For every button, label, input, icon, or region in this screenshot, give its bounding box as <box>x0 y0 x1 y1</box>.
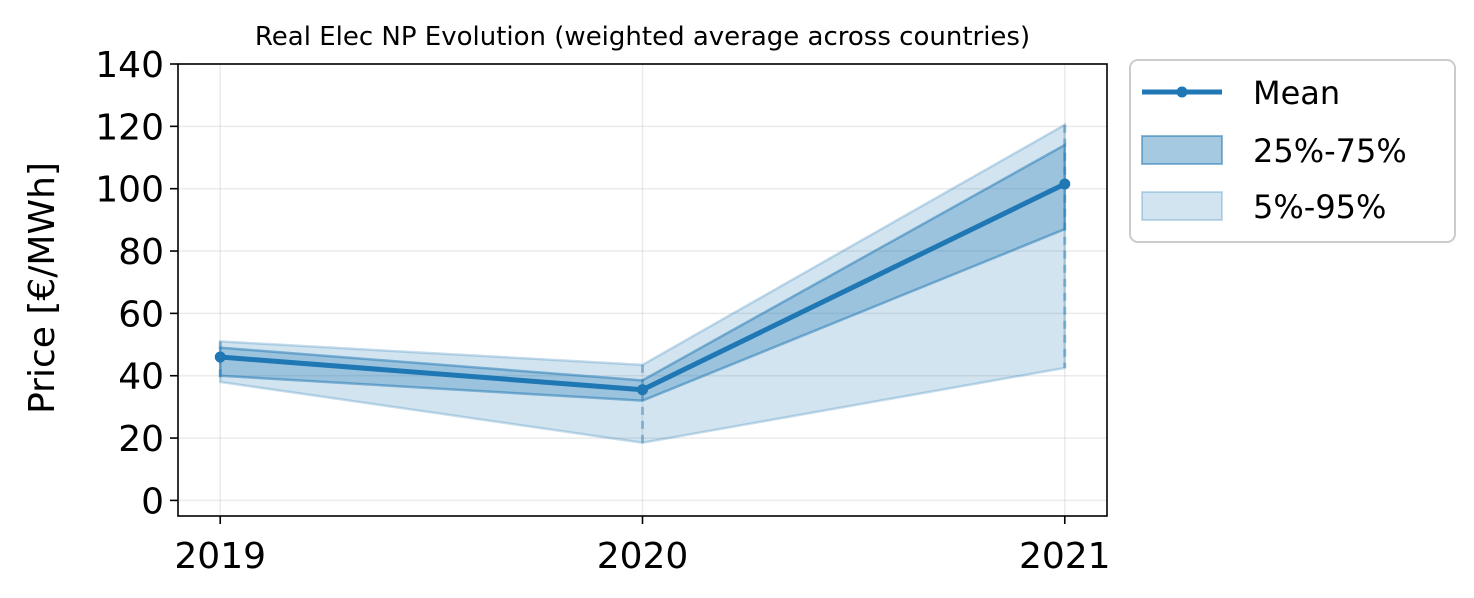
y-tick-label-100: 100 <box>95 170 164 211</box>
band-25-75 <box>218 142 1067 402</box>
mean-point-2020 <box>637 384 648 396</box>
x-axis: 2019 2020 2021 <box>174 516 1111 577</box>
y-axis: 0 20 40 60 80 100 120 140 <box>95 45 178 522</box>
x-tick-label-2019: 2019 <box>174 536 266 577</box>
y-tick-label-40: 40 <box>118 357 164 398</box>
legend-label-iqr: 25%-75% <box>1253 132 1407 170</box>
legend-marker-mean <box>1176 86 1188 98</box>
mean-point-2021 <box>1059 178 1071 190</box>
y-tick-label-120: 120 <box>95 107 164 148</box>
legend-box <box>1129 59 1456 243</box>
grid-lines <box>178 63 1107 516</box>
bands <box>218 122 1067 445</box>
chart-title: Real Elec NP Evolution (weighted average… <box>255 22 1030 52</box>
y-tick-label-0: 0 <box>141 481 164 522</box>
y-tick-label-60: 60 <box>118 294 164 335</box>
x-tick-label-2020: 2020 <box>597 536 689 577</box>
y-tick-label-140: 140 <box>95 45 164 86</box>
mean-series <box>214 178 1071 396</box>
y-axis-label: Price [€/MWh] <box>22 162 63 414</box>
legend-swatch-p5-95 <box>1141 191 1223 221</box>
y-tick-label-80: 80 <box>118 232 164 273</box>
y-tick-label-20: 20 <box>118 419 164 460</box>
mean-point-2019 <box>214 351 226 363</box>
legend-label-mean: Mean <box>1253 74 1340 112</box>
legend-swatch-iqr <box>1141 135 1223 165</box>
legend: Mean 25%-75% 5%-95% <box>1129 59 1456 243</box>
legend-label-p5-95: 5%-95% <box>1253 188 1386 226</box>
x-tick-label-2021: 2021 <box>1019 536 1111 577</box>
